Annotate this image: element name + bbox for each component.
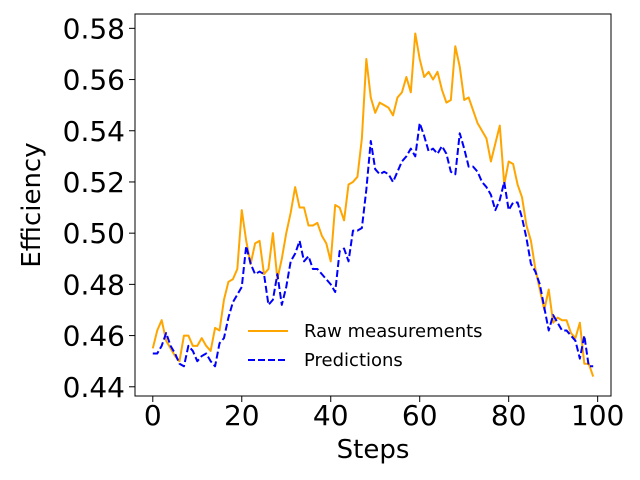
y-tick-label: 0.50 bbox=[63, 217, 125, 250]
x-tick-label: 100 bbox=[571, 399, 624, 432]
y-tick-label: 0.44 bbox=[63, 371, 125, 404]
y-tick-label: 0.54 bbox=[63, 115, 125, 148]
x-tick-label: 0 bbox=[144, 399, 162, 432]
y-axis-ticks: 0.44 0.46 0.48 0.50 0.52 0.54 0.56 0.58 bbox=[63, 12, 135, 404]
legend: Raw measurements Predictions bbox=[248, 321, 483, 371]
y-tick-label: 0.52 bbox=[63, 166, 125, 199]
series-line-2 bbox=[152, 122, 594, 368]
plot-frame bbox=[134, 13, 612, 397]
x-axis-ticks: 0 20 40 60 80 100 bbox=[144, 396, 624, 432]
y-tick-label: 0.46 bbox=[63, 320, 125, 353]
legend-label-2: Predictions bbox=[304, 350, 403, 371]
legend-label-1: Raw measurements bbox=[304, 321, 483, 342]
x-tick-label: 60 bbox=[402, 399, 438, 432]
x-axis-label: Steps bbox=[337, 435, 410, 465]
series-line-1 bbox=[151, 32, 595, 377]
x-tick-label: 80 bbox=[491, 399, 527, 432]
y-axis-label: Efficiency bbox=[17, 142, 47, 267]
x-tick-label: 40 bbox=[313, 399, 349, 432]
series-lines bbox=[151, 32, 595, 377]
y-tick-label: 0.48 bbox=[63, 268, 125, 301]
y-tick-label: 0.56 bbox=[63, 64, 125, 97]
y-tick-label: 0.58 bbox=[63, 12, 125, 45]
x-tick-label: 20 bbox=[224, 399, 260, 432]
